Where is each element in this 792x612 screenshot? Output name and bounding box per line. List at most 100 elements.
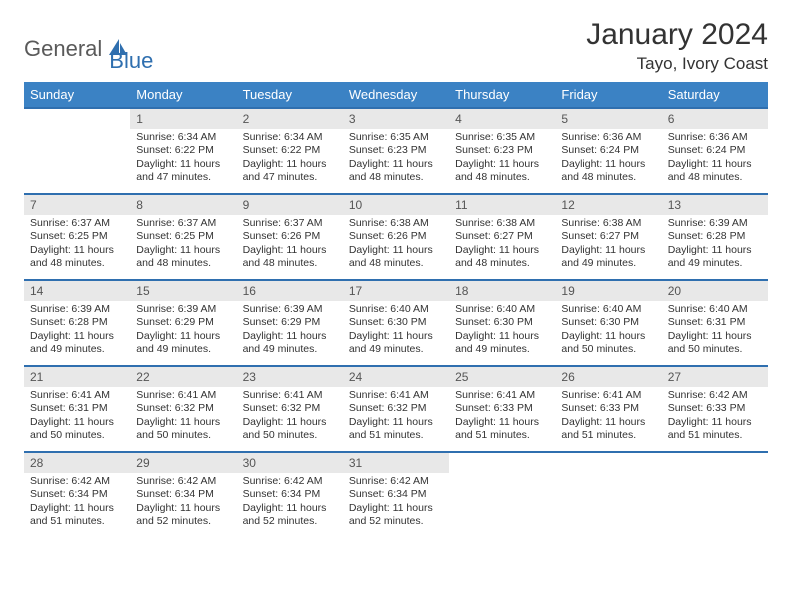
daylight-line: Daylight: 11 hours and 48 minutes. (668, 158, 762, 185)
sunset-line: Sunset: 6:30 PM (349, 316, 443, 329)
sunset-line: Sunset: 6:25 PM (136, 230, 230, 243)
day-number: 12 (555, 195, 661, 215)
day-number: 8 (130, 195, 236, 215)
day-number: 21 (24, 367, 130, 387)
sunset-line: Sunset: 6:31 PM (668, 316, 762, 329)
calendar-cell: 20Sunrise: 6:40 AMSunset: 6:31 PMDayligh… (662, 280, 768, 366)
daylight-line: Daylight: 11 hours and 48 minutes. (349, 244, 443, 271)
calendar-row: 28Sunrise: 6:42 AMSunset: 6:34 PMDayligh… (24, 452, 768, 538)
calendar-cell: 27Sunrise: 6:42 AMSunset: 6:33 PMDayligh… (662, 366, 768, 452)
calendar-head: SundayMondayTuesdayWednesdayThursdayFrid… (24, 82, 768, 108)
day-body: Sunrise: 6:40 AMSunset: 6:30 PMDaylight:… (449, 301, 555, 361)
day-body: Sunrise: 6:40 AMSunset: 6:30 PMDaylight:… (343, 301, 449, 361)
day-number: 16 (237, 281, 343, 301)
sunset-line: Sunset: 6:33 PM (668, 402, 762, 415)
brand-text-general: General (24, 36, 102, 62)
daylight-line: Daylight: 11 hours and 49 minutes. (455, 330, 549, 357)
sunset-line: Sunset: 6:30 PM (455, 316, 549, 329)
sunset-line: Sunset: 6:26 PM (349, 230, 443, 243)
sunrise-line: Sunrise: 6:41 AM (349, 389, 443, 402)
sunset-line: Sunset: 6:32 PM (243, 402, 337, 415)
day-body: Sunrise: 6:37 AMSunset: 6:25 PMDaylight:… (24, 215, 130, 275)
day-body: Sunrise: 6:36 AMSunset: 6:24 PMDaylight:… (555, 129, 661, 189)
day-number: 10 (343, 195, 449, 215)
weekday-header: Saturday (662, 82, 768, 108)
day-number: 27 (662, 367, 768, 387)
sunset-line: Sunset: 6:33 PM (561, 402, 655, 415)
calendar-cell: 2Sunrise: 6:34 AMSunset: 6:22 PMDaylight… (237, 108, 343, 194)
day-body: Sunrise: 6:41 AMSunset: 6:31 PMDaylight:… (24, 387, 130, 447)
day-body: Sunrise: 6:42 AMSunset: 6:34 PMDaylight:… (130, 473, 236, 533)
sunrise-line: Sunrise: 6:38 AM (455, 217, 549, 230)
day-number: 11 (449, 195, 555, 215)
day-number: 6 (662, 109, 768, 129)
day-body: Sunrise: 6:38 AMSunset: 6:27 PMDaylight:… (555, 215, 661, 275)
day-body: Sunrise: 6:39 AMSunset: 6:28 PMDaylight:… (24, 301, 130, 361)
daylight-line: Daylight: 11 hours and 48 minutes. (349, 158, 443, 185)
brand-logo: General Blue (24, 18, 153, 74)
sunrise-line: Sunrise: 6:40 AM (561, 303, 655, 316)
day-number: 31 (343, 453, 449, 473)
sunrise-line: Sunrise: 6:41 AM (136, 389, 230, 402)
sunrise-line: Sunrise: 6:42 AM (668, 389, 762, 402)
calendar-cell (24, 108, 130, 194)
calendar-cell: 4Sunrise: 6:35 AMSunset: 6:23 PMDaylight… (449, 108, 555, 194)
day-number: 13 (662, 195, 768, 215)
calendar-cell: 26Sunrise: 6:41 AMSunset: 6:33 PMDayligh… (555, 366, 661, 452)
daylight-line: Daylight: 11 hours and 50 minutes. (30, 416, 124, 443)
weekday-header: Sunday (24, 82, 130, 108)
daylight-line: Daylight: 11 hours and 50 minutes. (668, 330, 762, 357)
sunset-line: Sunset: 6:29 PM (136, 316, 230, 329)
calendar-cell: 7Sunrise: 6:37 AMSunset: 6:25 PMDaylight… (24, 194, 130, 280)
day-body: Sunrise: 6:38 AMSunset: 6:26 PMDaylight:… (343, 215, 449, 275)
sunset-line: Sunset: 6:34 PM (243, 488, 337, 501)
daylight-line: Daylight: 11 hours and 51 minutes. (30, 502, 124, 529)
daylight-line: Daylight: 11 hours and 52 minutes. (243, 502, 337, 529)
sunset-line: Sunset: 6:29 PM (243, 316, 337, 329)
day-body: Sunrise: 6:42 AMSunset: 6:34 PMDaylight:… (24, 473, 130, 533)
calendar-cell: 5Sunrise: 6:36 AMSunset: 6:24 PMDaylight… (555, 108, 661, 194)
calendar-row: 14Sunrise: 6:39 AMSunset: 6:28 PMDayligh… (24, 280, 768, 366)
page-subtitle: Tayo, Ivory Coast (586, 54, 768, 74)
day-number: 23 (237, 367, 343, 387)
calendar-cell: 3Sunrise: 6:35 AMSunset: 6:23 PMDaylight… (343, 108, 449, 194)
sunrise-line: Sunrise: 6:39 AM (30, 303, 124, 316)
header: General Blue January 2024 Tayo, Ivory Co… (24, 18, 768, 74)
sunset-line: Sunset: 6:28 PM (668, 230, 762, 243)
day-number: 5 (555, 109, 661, 129)
calendar-body: 1Sunrise: 6:34 AMSunset: 6:22 PMDaylight… (24, 108, 768, 538)
sunrise-line: Sunrise: 6:39 AM (136, 303, 230, 316)
weekday-header: Friday (555, 82, 661, 108)
sunrise-line: Sunrise: 6:39 AM (668, 217, 762, 230)
daylight-line: Daylight: 11 hours and 49 minutes. (561, 244, 655, 271)
sunrise-line: Sunrise: 6:34 AM (136, 131, 230, 144)
day-body: Sunrise: 6:41 AMSunset: 6:32 PMDaylight:… (237, 387, 343, 447)
calendar-cell: 1Sunrise: 6:34 AMSunset: 6:22 PMDaylight… (130, 108, 236, 194)
sunset-line: Sunset: 6:25 PM (30, 230, 124, 243)
calendar-cell: 28Sunrise: 6:42 AMSunset: 6:34 PMDayligh… (24, 452, 130, 538)
daylight-line: Daylight: 11 hours and 51 minutes. (561, 416, 655, 443)
calendar-cell: 6Sunrise: 6:36 AMSunset: 6:24 PMDaylight… (662, 108, 768, 194)
sunset-line: Sunset: 6:34 PM (349, 488, 443, 501)
sunrise-line: Sunrise: 6:38 AM (561, 217, 655, 230)
calendar-cell: 29Sunrise: 6:42 AMSunset: 6:34 PMDayligh… (130, 452, 236, 538)
daylight-line: Daylight: 11 hours and 52 minutes. (136, 502, 230, 529)
calendar-cell: 14Sunrise: 6:39 AMSunset: 6:28 PMDayligh… (24, 280, 130, 366)
day-number: 2 (237, 109, 343, 129)
daylight-line: Daylight: 11 hours and 49 minutes. (668, 244, 762, 271)
calendar-cell: 18Sunrise: 6:40 AMSunset: 6:30 PMDayligh… (449, 280, 555, 366)
day-body: Sunrise: 6:41 AMSunset: 6:33 PMDaylight:… (555, 387, 661, 447)
day-number: 30 (237, 453, 343, 473)
sunrise-line: Sunrise: 6:34 AM (243, 131, 337, 144)
day-body: Sunrise: 6:34 AMSunset: 6:22 PMDaylight:… (130, 129, 236, 189)
calendar-cell: 17Sunrise: 6:40 AMSunset: 6:30 PMDayligh… (343, 280, 449, 366)
weekday-header: Monday (130, 82, 236, 108)
daylight-line: Daylight: 11 hours and 52 minutes. (349, 502, 443, 529)
sunrise-line: Sunrise: 6:36 AM (668, 131, 762, 144)
sunrise-line: Sunrise: 6:41 AM (455, 389, 549, 402)
day-body: Sunrise: 6:41 AMSunset: 6:32 PMDaylight:… (130, 387, 236, 447)
calendar-cell: 30Sunrise: 6:42 AMSunset: 6:34 PMDayligh… (237, 452, 343, 538)
day-body: Sunrise: 6:35 AMSunset: 6:23 PMDaylight:… (343, 129, 449, 189)
calendar-cell: 12Sunrise: 6:38 AMSunset: 6:27 PMDayligh… (555, 194, 661, 280)
day-body: Sunrise: 6:39 AMSunset: 6:28 PMDaylight:… (662, 215, 768, 275)
